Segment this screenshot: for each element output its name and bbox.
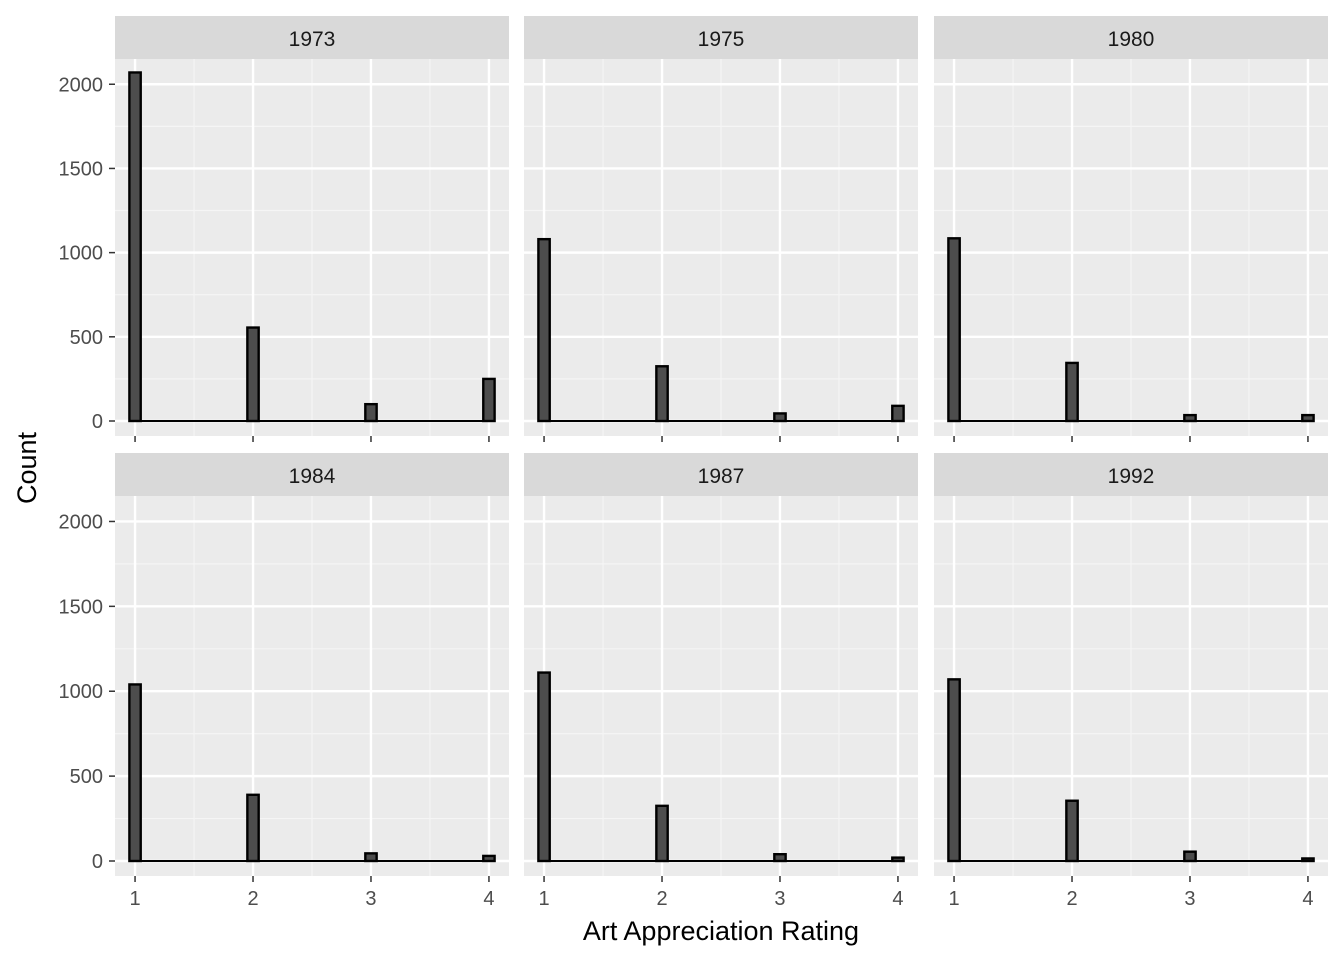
- bar: [773, 853, 787, 863]
- facet-strip-label: 1975: [698, 28, 745, 51]
- x-axis-title: Art Appreciation Rating: [583, 916, 859, 946]
- facet-strip-label: 1973: [289, 28, 336, 51]
- y-tick-label: 1500: [59, 596, 104, 618]
- facet-panel-1975: 1975: [524, 16, 918, 442]
- panels: 1973 0 500 1000 1500 2000 1975 1980 1984 0 500 1000…: [59, 16, 1328, 910]
- facet-strip: [524, 16, 918, 59]
- facet-panel-1984: 1984 0 500 1000 1500 2000 1 2 3 4: [59, 453, 509, 910]
- bar: [773, 412, 787, 423]
- x-tick-label: 2: [1066, 888, 1077, 910]
- x-tick-label: 3: [774, 888, 785, 910]
- y-tick-label: 1500: [59, 158, 104, 180]
- y-tick-label: 0: [92, 851, 103, 873]
- facet-strip-label: 1992: [1108, 465, 1155, 488]
- bar: [1065, 799, 1079, 863]
- facet-strip: [115, 16, 509, 59]
- facet-panel-1980: 1980: [934, 16, 1328, 442]
- bar: [1065, 361, 1079, 423]
- bar: [947, 678, 961, 863]
- bar: [537, 671, 551, 863]
- x-tick-label: 3: [1184, 888, 1195, 910]
- bar: [891, 856, 905, 863]
- bar: [537, 237, 551, 423]
- y-tick-label: 1000: [59, 243, 104, 265]
- facet-strip-label: 1987: [698, 465, 745, 488]
- bar: [1183, 413, 1197, 423]
- bar: [364, 402, 378, 423]
- x-tick-label: 2: [656, 888, 667, 910]
- y-tick-label: 500: [70, 327, 103, 349]
- facet-panel-1987: 1987 1 2 3 4: [524, 453, 918, 910]
- facet-strip: [115, 453, 509, 496]
- y-tick-label: 2000: [59, 511, 104, 533]
- y-axis-title: Count: [12, 431, 42, 504]
- bar: [128, 683, 142, 863]
- bar: [364, 852, 378, 863]
- bar: [246, 793, 260, 863]
- bar: [1301, 857, 1315, 863]
- facet-panel-1973: 1973 0 500 1000 1500 2000: [59, 16, 509, 442]
- bar: [1183, 850, 1197, 863]
- bar: [1301, 413, 1315, 423]
- facet-strip: [934, 16, 1328, 59]
- x-tick-label: 2: [247, 888, 258, 910]
- y-tick-label: 500: [70, 766, 103, 788]
- bar: [655, 804, 669, 863]
- bar: [482, 377, 496, 423]
- y-tick-label: 2000: [59, 74, 104, 96]
- bar: [128, 71, 142, 423]
- facet-strip: [524, 453, 918, 496]
- facet-strip-label: 1984: [289, 465, 336, 488]
- x-tick-label: 4: [483, 888, 494, 910]
- x-tick-label: 3: [365, 888, 376, 910]
- x-tick-label: 4: [1302, 888, 1313, 910]
- bar: [891, 404, 905, 423]
- y-tick-label: 0: [92, 411, 103, 433]
- bar: [246, 326, 260, 423]
- x-tick-label: 4: [892, 888, 903, 910]
- bar: [947, 237, 961, 423]
- bar: [482, 854, 496, 863]
- facet-panel-1992: 1992 1 2 3 4: [934, 453, 1328, 910]
- x-tick-label: 1: [538, 888, 549, 910]
- facet-strip-label: 1980: [1108, 28, 1155, 51]
- facet-strip: [934, 453, 1328, 496]
- x-tick-label: 1: [948, 888, 959, 910]
- bar: [655, 365, 669, 423]
- x-tick-label: 1: [129, 888, 140, 910]
- y-tick-label: 1000: [59, 681, 104, 703]
